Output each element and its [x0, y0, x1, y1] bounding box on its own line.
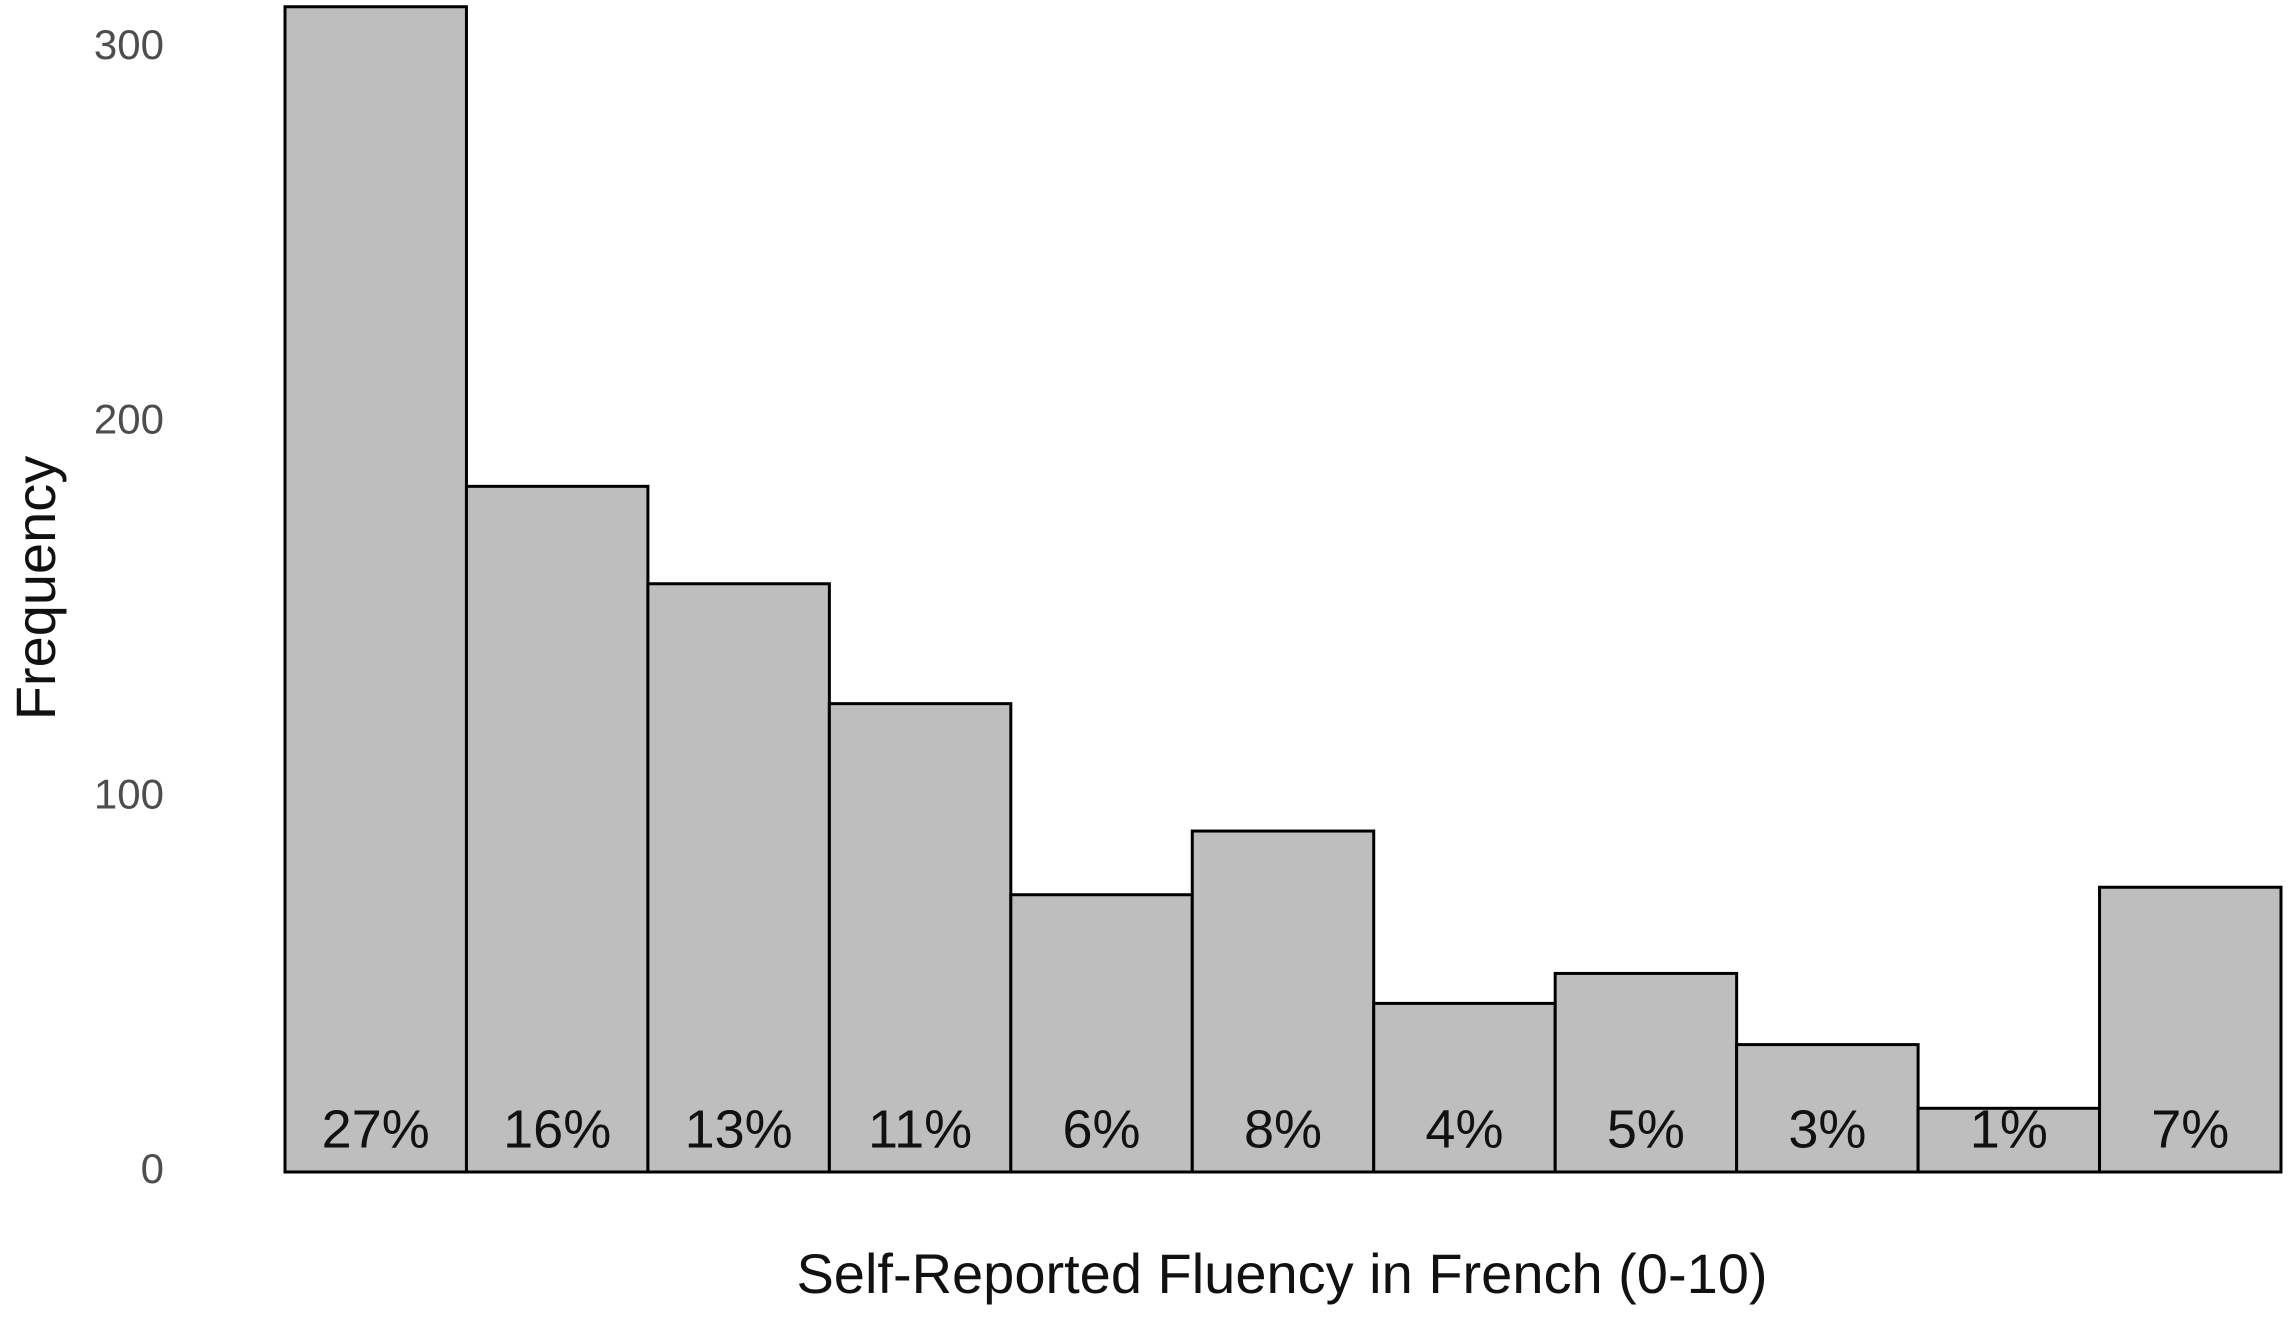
data-label: 11%: [868, 1099, 972, 1159]
bar: [1735, 1043, 1920, 1174]
bar: [1009, 893, 1194, 1174]
data-label: 6%: [1063, 1099, 1141, 1159]
data-label: 4%: [1425, 1099, 1503, 1159]
data-label: 8%: [1244, 1099, 1322, 1159]
bar: [2098, 885, 2283, 1174]
data-label: 16%: [503, 1099, 611, 1159]
data-label: 3%: [1788, 1099, 1866, 1159]
data-label: 27%: [322, 1099, 430, 1159]
bar: [1916, 1106, 2102, 1174]
bar: [827, 702, 1013, 1174]
data-label: 7%: [2151, 1099, 2229, 1159]
bar: [1553, 971, 1739, 1174]
bar: [646, 582, 831, 1174]
bar: [464, 484, 650, 1174]
y-tick-label: 100: [94, 770, 164, 817]
data-label: 1%: [1970, 1099, 2048, 1159]
bar: [283, 5, 468, 1174]
x-axis-title: Self-Reported Fluency in French (0-10): [796, 1242, 1767, 1305]
y-tick-label: 300: [94, 21, 164, 68]
bar: [1190, 829, 1376, 1174]
y-axis-title: Frequency: [4, 456, 67, 721]
data-label: 5%: [1607, 1099, 1685, 1159]
y-tick-label: 0: [141, 1145, 164, 1192]
y-tick-label: 200: [94, 396, 164, 443]
data-label: 13%: [685, 1099, 793, 1159]
